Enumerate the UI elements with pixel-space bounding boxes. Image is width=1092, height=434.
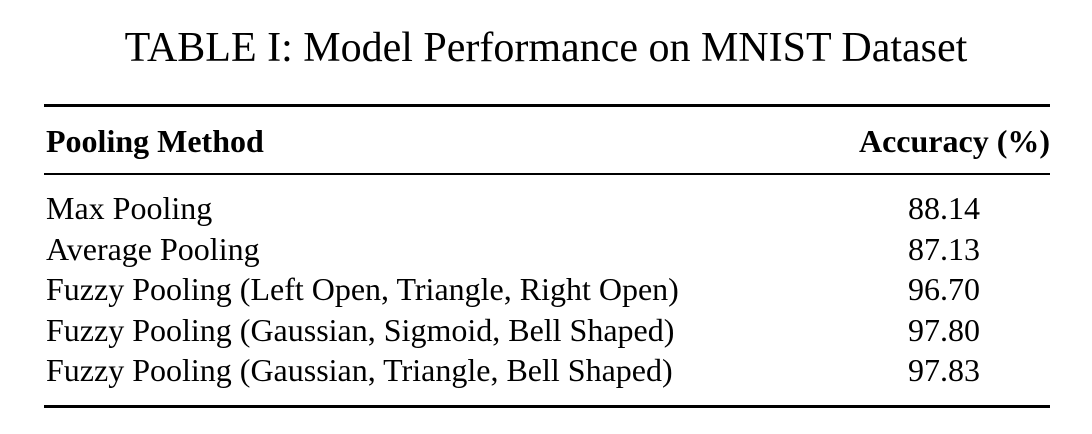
cell-method: Max Pooling [46, 190, 213, 226]
cell-accuracy: 88.14 [908, 190, 980, 226]
table-row: Max Pooling 88.14 [44, 174, 1050, 229]
table-row: Fuzzy Pooling (Gaussian, Triangle, Bell … [44, 350, 1050, 406]
header-accuracy: Accuracy (%) [858, 123, 1050, 159]
table-row: Fuzzy Pooling (Gaussian, Sigmoid, Bell S… [44, 310, 1050, 351]
table-caption: TABLE I: Model Performance on MNIST Data… [124, 25, 968, 71]
results-table-container: Pooling Method Accuracy (%) Max Pooling … [44, 104, 1050, 408]
header-row: Pooling Method Accuracy (%) [44, 105, 1050, 174]
cell-method: Fuzzy Pooling (Gaussian, Triangle, Bell … [46, 352, 673, 388]
table-row: Average Pooling 87.13 [44, 229, 1050, 270]
cell-method: Average Pooling [46, 230, 260, 267]
header-pooling-method: Pooling Method [46, 123, 264, 159]
cell-accuracy: 96.70 [908, 271, 980, 307]
results-table: Pooling Method Accuracy (%) Max Pooling … [44, 104, 1050, 408]
table-row: Fuzzy Pooling (Left Open, Triangle, Righ… [44, 269, 1050, 310]
cell-accuracy: 87.13 [908, 230, 980, 267]
cell-accuracy: 97.83 [908, 352, 980, 388]
cell-method: Fuzzy Pooling (Gaussian, Sigmoid, Bell S… [46, 311, 675, 348]
table-header: Pooling Method Accuracy (%) [44, 105, 1050, 174]
cell-method: Fuzzy Pooling (Left Open, Triangle, Righ… [46, 271, 679, 307]
cell-accuracy: 97.80 [908, 311, 980, 348]
table-body: Max Pooling 88.14 Average Pooling 87.13 … [44, 174, 1050, 406]
